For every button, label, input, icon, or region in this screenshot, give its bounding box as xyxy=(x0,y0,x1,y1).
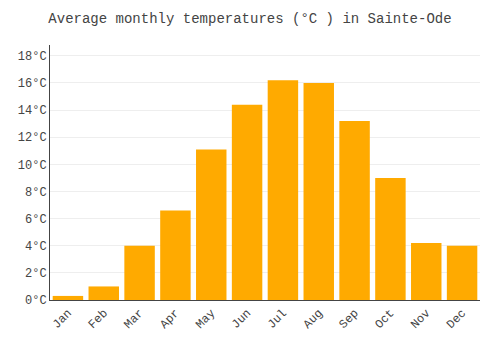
svg-text:Average monthly temperatures (: Average monthly temperatures (°C ) in Sa… xyxy=(48,11,451,27)
svg-text:12°C: 12°C xyxy=(18,131,47,145)
svg-text:Oct: Oct xyxy=(372,307,397,332)
svg-text:14°C: 14°C xyxy=(18,104,47,118)
svg-text:Nov: Nov xyxy=(408,307,433,332)
svg-text:18°C: 18°C xyxy=(18,50,47,64)
svg-text:Apr: Apr xyxy=(157,307,182,332)
svg-text:May: May xyxy=(193,307,218,332)
svg-text:Jun: Jun xyxy=(229,307,254,332)
svg-text:Mar: Mar xyxy=(121,307,146,332)
svg-text:10°C: 10°C xyxy=(18,159,47,173)
svg-text:16°C: 16°C xyxy=(18,77,47,91)
svg-text:6°C: 6°C xyxy=(25,213,47,227)
svg-text:Aug: Aug xyxy=(301,307,326,332)
svg-text:Jul: Jul xyxy=(265,307,290,332)
svg-text:0°C: 0°C xyxy=(25,294,47,308)
svg-text:8°C: 8°C xyxy=(25,186,47,200)
svg-text:Jan: Jan xyxy=(50,307,75,332)
svg-text:Feb: Feb xyxy=(86,307,111,332)
svg-text:4°C: 4°C xyxy=(25,240,47,254)
svg-text:2°C: 2°C xyxy=(25,267,47,281)
svg-text:Sep: Sep xyxy=(336,307,361,332)
svg-text:Dec: Dec xyxy=(444,307,469,332)
